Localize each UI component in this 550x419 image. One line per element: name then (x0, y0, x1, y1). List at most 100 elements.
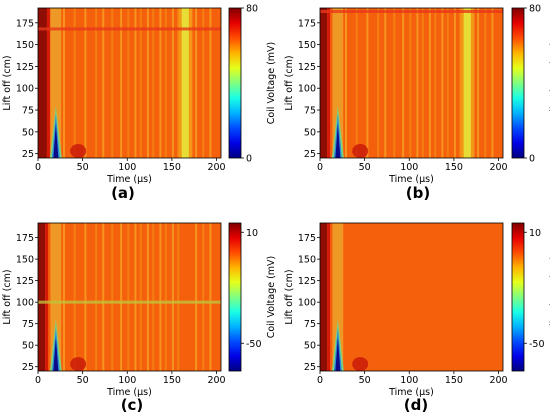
glow (332, 8, 344, 158)
x-tick-label: 100 (400, 375, 418, 386)
glow (50, 223, 62, 371)
striation (195, 8, 198, 158)
x-tick-label: 100 (118, 375, 136, 386)
colorbar-tick-label: 80 (529, 4, 541, 15)
bright-band-core (181, 8, 189, 158)
x-tick-label: 0 (35, 162, 41, 173)
y-tick-label: 150 (298, 40, 316, 51)
panel-label: (d) (404, 396, 428, 414)
x-tick-label: 50 (77, 162, 89, 173)
striation (209, 223, 212, 371)
x-axis-label: Time (μs) (106, 387, 152, 398)
x-tick-label: 0 (35, 375, 41, 386)
y-axis-label: Lift off (cm) (2, 55, 13, 110)
striation (195, 223, 198, 371)
low-liftoff-pocket (70, 357, 87, 371)
y-tick-label: 100 (298, 298, 316, 309)
striation (477, 8, 480, 158)
striation (84, 8, 87, 158)
striation (377, 8, 380, 158)
striation (127, 223, 130, 371)
y-tick-label: 75 (304, 319, 316, 330)
heatmap-background (320, 223, 503, 371)
y-tick-label: 150 (16, 40, 34, 51)
x-tick-label: 150 (445, 162, 463, 173)
y-tick-label: 125 (298, 62, 316, 73)
striation (428, 8, 431, 158)
striation (102, 223, 105, 371)
striation (159, 8, 162, 158)
y-tick-label: 100 (16, 298, 34, 309)
hot-band (320, 223, 328, 371)
colorbar-label: Coil Voltage (mV) (266, 42, 277, 125)
panel-label: (b) (406, 184, 430, 202)
colorbar-tick-label: 10 (529, 228, 541, 239)
heatmap-background (38, 223, 221, 371)
striation (146, 223, 149, 371)
striation (459, 8, 462, 158)
hot-band-edge (46, 8, 50, 158)
striation (366, 8, 369, 158)
dip-core (335, 337, 341, 371)
x-tick-label: 50 (77, 375, 89, 386)
y-tick-label: 50 (22, 341, 34, 352)
heatmap (320, 223, 503, 371)
x-axis-label: Time (μs) (388, 387, 434, 398)
y-tick-label: 75 (22, 106, 34, 117)
colorbar-tick-label: 80 (246, 4, 258, 15)
striation (177, 8, 180, 158)
x-tick-label: 0 (317, 162, 323, 173)
striation (134, 8, 137, 158)
y-tick-label: 25 (304, 362, 316, 373)
striation (171, 223, 174, 371)
striation (73, 223, 76, 371)
heatmap-background (320, 8, 503, 158)
x-tick-label: 50 (359, 375, 371, 386)
y-tick-label: 100 (16, 84, 34, 95)
low-liftoff-pocket (352, 357, 369, 371)
x-axis-label: Time (μs) (106, 174, 152, 185)
x-tick-label: 100 (118, 162, 136, 173)
colorbar (228, 222, 242, 372)
striation (111, 8, 114, 158)
striation (111, 223, 114, 371)
striation (134, 223, 137, 371)
striation (84, 223, 87, 371)
y-tick-label: 125 (298, 276, 316, 287)
striation (453, 8, 456, 158)
hot-band-edge (327, 223, 331, 371)
colorbar (511, 222, 525, 372)
striation (202, 8, 205, 158)
striation (73, 8, 76, 158)
y-tick-label: 50 (304, 127, 316, 138)
colorbar-tick-label: -50 (246, 339, 262, 350)
heatmap-background (38, 8, 221, 158)
panel-label: (c) (121, 396, 144, 414)
x-tick-label: 200 (489, 162, 507, 173)
y-tick-label: 175 (298, 18, 316, 29)
low-liftoff-pocket (70, 144, 87, 158)
y-tick-label: 175 (16, 233, 34, 244)
hot-band-edge (327, 8, 331, 158)
striation (139, 223, 142, 371)
streak (38, 27, 221, 31)
heatmap (38, 223, 221, 371)
panel-c: 0 50 100 150 200 25 50 75 100 125 150 175 Time (μs) L… (2, 222, 277, 414)
striation (120, 8, 123, 158)
striation (384, 8, 387, 158)
x-tick-label: 200 (207, 162, 225, 173)
striation (409, 8, 412, 158)
hot-band (320, 8, 328, 158)
colorbar-tick-label: -50 (529, 339, 545, 350)
striation (62, 8, 65, 158)
striation (446, 8, 449, 158)
striation (146, 8, 149, 158)
y-tick-label: 125 (16, 62, 34, 73)
streak (320, 9, 503, 13)
x-tick-label: 200 (489, 375, 507, 386)
striation (416, 8, 419, 158)
striation (139, 8, 142, 158)
striation (402, 8, 405, 158)
y-axis-label: Lift off (cm) (284, 55, 295, 110)
x-tick-label: 150 (163, 162, 181, 173)
